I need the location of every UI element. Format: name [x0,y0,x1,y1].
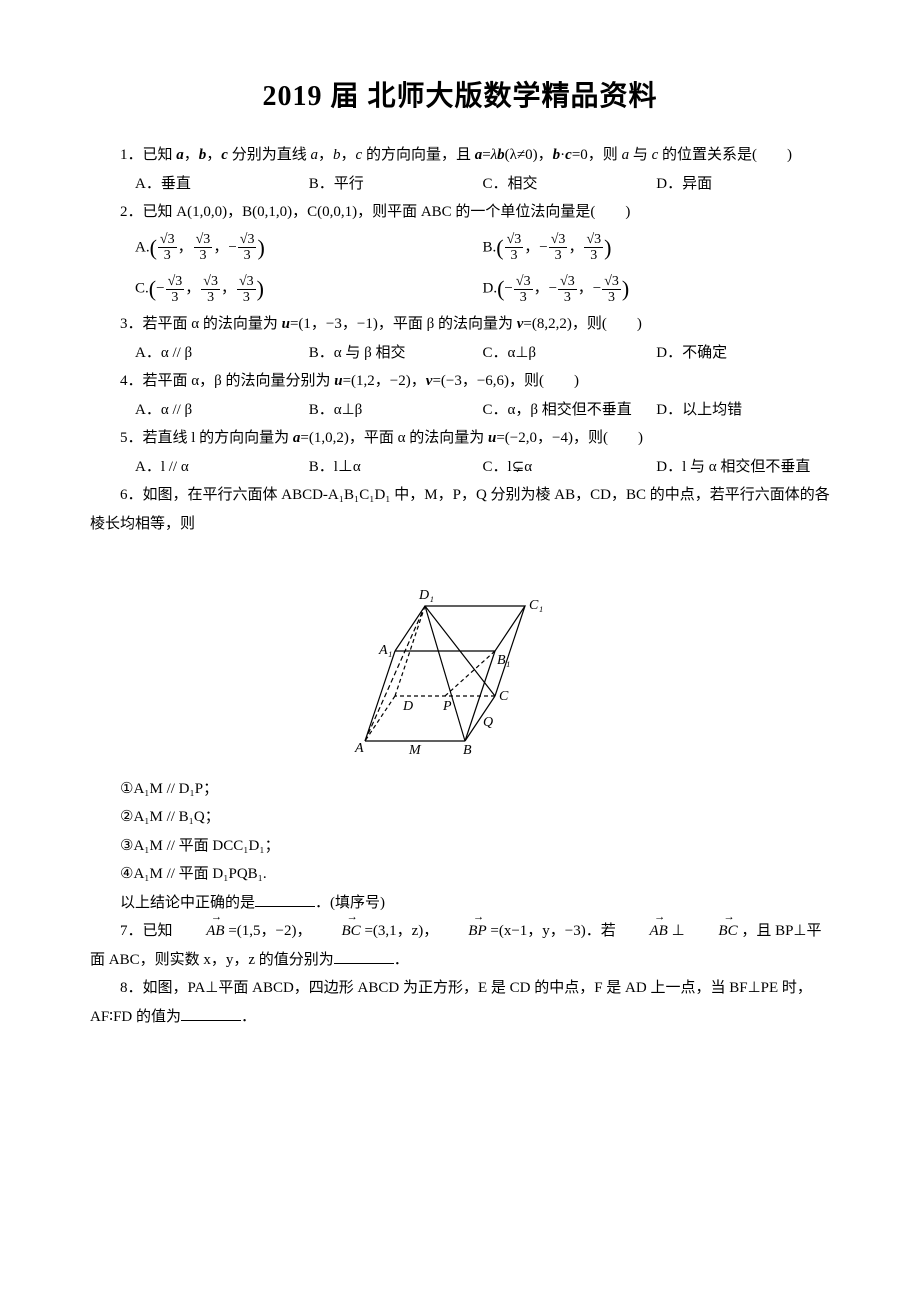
blank-field [181,1005,241,1021]
q4-options: A．α // β B．α⊥β C．α，β 相交但不垂直 D．以上均错 [135,396,830,425]
q4-C: C．α，β 相交但不垂直 [483,396,657,425]
q1-D: D．异面 [656,170,830,199]
q1-A: A．垂直 [135,170,309,199]
q5-D: D．l 与 α 相交但不垂直 [656,453,830,482]
q3-A: A．α // β [135,339,309,368]
q1-options: A．垂直 B．平行 C．相交 D．异面 [135,170,830,199]
q4-D: D．以上均错 [656,396,830,425]
q2-options-row1: A.(√33，√33，−√33) B.(√33，−√33，√33) [135,227,830,269]
q3-C: C．α⊥β [483,339,657,368]
q6-s2: ②A₁M // B₁Q； [90,803,830,832]
q5-B: B．l⊥α [309,453,483,482]
q6-stem: 6．如图，在平行六面体 ABCD-A₁B₁C₁D₁ 中，M，P，Q 分别为棱 A… [90,481,830,538]
page-title: 2019 届 北师大版数学精品资料 [90,70,830,123]
q2-options-row2: C.(−√33，√33，√33) D.(−√33，−√33，−√33) [135,268,830,310]
q2-A: A.(√33，√33，−√33) [135,227,483,269]
q5-options: A．l // α B．l⊥α C．l⊊α D．l 与 α 相交但不垂直 [135,453,830,482]
q2-C: C.(−√33，√33，√33) [135,268,483,310]
svg-text:A₁: A₁ [378,643,392,658]
q4-A: A．α // β [135,396,309,425]
blank-field [255,891,315,907]
svg-text:B: B [463,743,472,756]
q6-s4: ④A₁M // 平面 D₁PQB₁. [90,860,830,889]
q3-stem: 3．若平面 α 的法向量为 u=(1，−3，−1)，平面 β 的法向量为 v=(… [90,310,830,339]
q5-A: A．l // α [135,453,309,482]
q7-stem: 7．已知 AB =(1,5，−2)，BC =(3,1，z)，BP =(x−1，y… [90,917,830,974]
q3-D: D．不确定 [656,339,830,368]
q6-figure: D₁ C₁ A₁ B₁ D P C Q A M B [90,546,830,767]
q2-D: D.(−√33，−√33，−√33) [483,268,831,310]
svg-text:P: P [442,699,452,714]
q6-s3: ③A₁M // 平面 DCC₁D₁； [90,832,830,861]
q4-stem: 4．若平面 α，β 的法向量分别为 u=(1,2，−2)，v=(−3，−6,6)… [90,367,830,396]
q6-s1: ①A₁M // D₁P； [90,775,830,804]
q2-B: B.(√33，−√33，√33) [483,227,831,269]
svg-text:D: D [402,699,413,714]
q1-stem: 1．已知 a，b，c 分别为直线 a，b，c 的方向向量，且 a=λb(λ≠0)… [90,141,830,170]
q3-options: A．α // β B．α 与 β 相交 C．α⊥β D．不确定 [135,339,830,368]
svg-text:Q: Q [483,715,493,730]
svg-text:D₁: D₁ [418,588,434,603]
q1-C: C．相交 [483,170,657,199]
svg-text:M: M [408,743,422,756]
q4-B: B．α⊥β [309,396,483,425]
q5-stem: 5．若直线 l 的方向向量为 a=(1,0,2)，平面 α 的法向量为 u=(−… [90,424,830,453]
svg-text:A: A [354,741,364,756]
q2-stem: 2．已知 A(1,0,0)，B(0,1,0)，C(0,0,1)，则平面 ABC … [90,198,830,227]
svg-text:C: C [499,689,509,704]
svg-text:C₁: C₁ [529,598,543,613]
q3-B: B．α 与 β 相交 [309,339,483,368]
svg-text:B₁: B₁ [497,653,510,668]
blank-field [334,948,394,964]
q5-C: C．l⊊α [483,453,657,482]
q8-stem: 8．如图，PA⊥平面 ABCD，四边形 ABCD 为正方形，E 是 CD 的中点… [90,974,830,1031]
q1-B: B．平行 [309,170,483,199]
